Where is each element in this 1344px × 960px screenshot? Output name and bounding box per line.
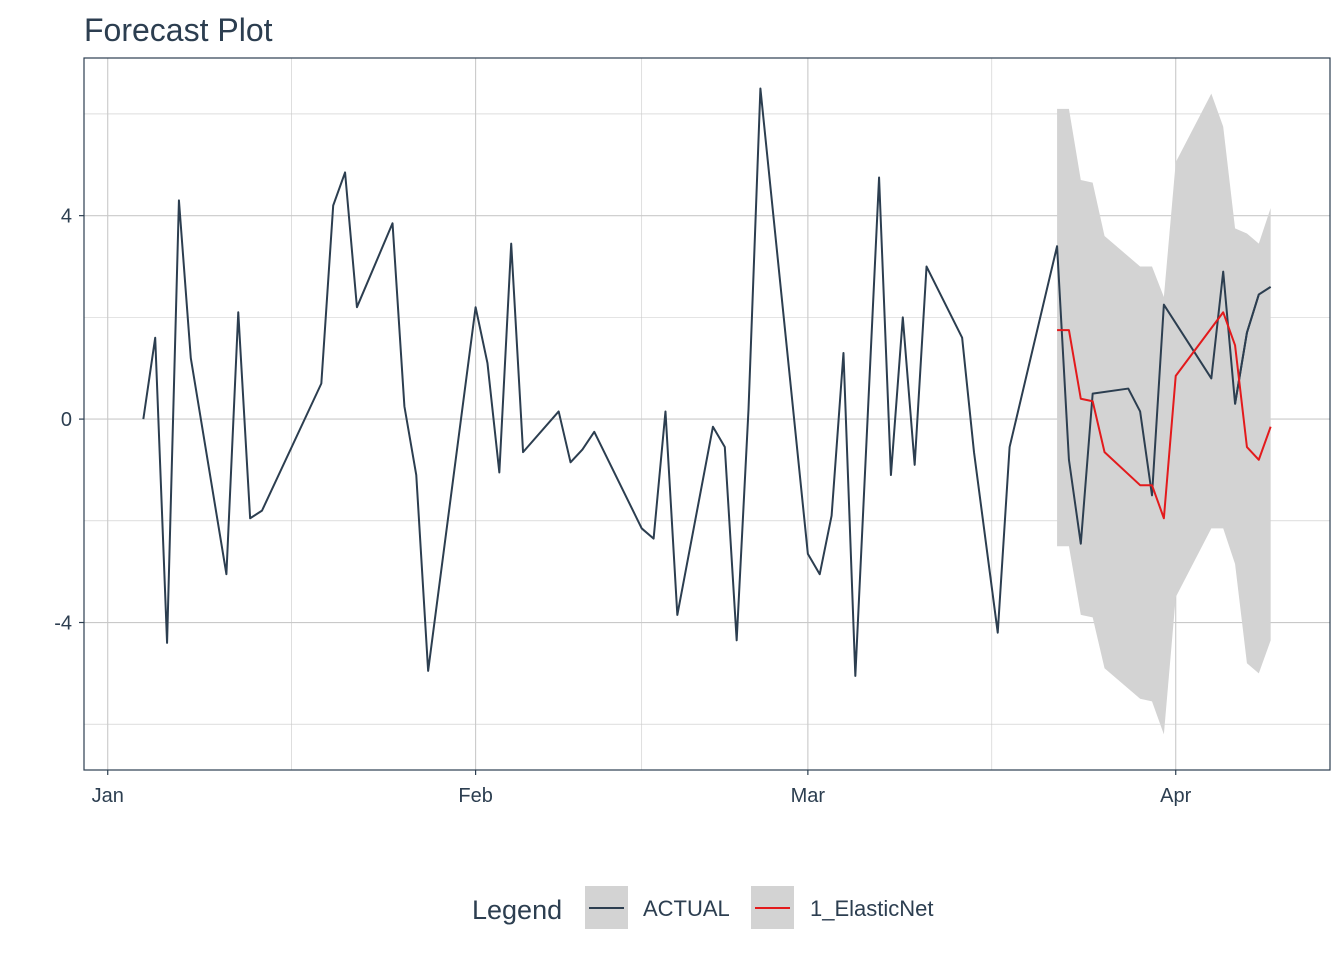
legend: Legend ACTUAL 1_ElasticNet bbox=[472, 886, 934, 929]
x-tick-label: Jan bbox=[92, 785, 124, 807]
panel-border bbox=[83, 57, 1331, 771]
forecast-series-line bbox=[1057, 311, 1272, 520]
x-tick-label: Mar bbox=[791, 785, 826, 807]
x-tick-label: Apr bbox=[1160, 785, 1191, 807]
legend-title: Legend bbox=[472, 895, 562, 925]
chart-title: Forecast Plot bbox=[84, 12, 273, 48]
legend-label-actual: ACTUAL bbox=[643, 896, 730, 921]
axis-tick-labels: Jan Feb Mar Apr -4 0 4 bbox=[54, 206, 1191, 807]
y-tick-label: -4 bbox=[54, 613, 72, 635]
actual-series-line-tail bbox=[1234, 286, 1272, 404]
legend-label-elasticnet: 1_ElasticNet bbox=[810, 896, 934, 921]
actual-series-line bbox=[142, 87, 1260, 677]
x-tick-label: Feb bbox=[458, 785, 492, 807]
series-lines bbox=[142, 87, 1272, 677]
y-tick-label: 4 bbox=[61, 206, 72, 228]
prediction-interval-layer bbox=[1057, 93, 1271, 735]
prediction-interval-band bbox=[1057, 93, 1271, 735]
y-tick-label: 0 bbox=[61, 409, 72, 431]
